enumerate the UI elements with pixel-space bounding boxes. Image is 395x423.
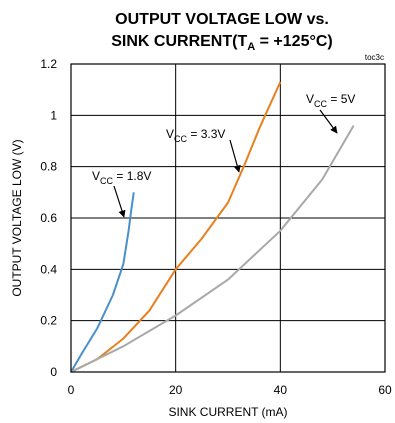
y-tick-label-4: 0.8 bbox=[40, 160, 57, 174]
series-label-vcc-1-8v: VCC = 1.8V bbox=[92, 169, 151, 186]
chart-title-line1: OUTPUT VOLTAGE LOW vs. bbox=[115, 11, 329, 28]
y-tick-label-6: 1.2 bbox=[40, 57, 57, 71]
series-layer bbox=[70, 81, 355, 373]
series-line-vcc-1-8v bbox=[70, 192, 135, 373]
series-pointer-vcc-5v bbox=[319, 109, 338, 134]
series-line-vcc-3-3v bbox=[70, 81, 282, 373]
y-tick-label-2: 0.4 bbox=[40, 262, 57, 276]
x-tick-label-3: 60 bbox=[378, 383, 392, 397]
series-pointer-vcc-3-3v bbox=[229, 139, 241, 173]
chart-title-line2: SINK CURRENT(TA = +125°C) bbox=[111, 33, 333, 53]
x-tick-label-0: 0 bbox=[68, 383, 75, 397]
series-label-vcc-3-3v: VCC = 3.3V bbox=[166, 127, 225, 144]
y-tick-label-5: 1 bbox=[50, 108, 57, 122]
figure-code: toc3c bbox=[365, 53, 384, 62]
y-tick-label-0: 0 bbox=[50, 365, 57, 379]
x-tick-label-2: 40 bbox=[274, 383, 288, 397]
y-tick-label-1: 0.2 bbox=[40, 314, 57, 328]
x-axis-label: SINK CURRENT (mA) bbox=[168, 405, 287, 419]
grid-lines bbox=[71, 64, 385, 372]
x-tick-label-1: 20 bbox=[169, 383, 183, 397]
y-axis-label: OUTPUT VOLTAGE LOW (V) bbox=[10, 139, 24, 296]
y-tick-label-3: 0.6 bbox=[40, 211, 57, 225]
annotation-layer: VCC = 1.8V VCC = 3.3V VCC = 5V bbox=[92, 92, 355, 218]
series-label-vcc-5v: VCC = 5V bbox=[306, 92, 355, 109]
series-line-vcc-5v bbox=[70, 125, 355, 373]
series-pointer-vcc-1-8v bbox=[113, 185, 126, 218]
tick-labels: 0 20 40 60 0 0.2 0.4 0.6 0.8 1 1.2 bbox=[40, 57, 392, 397]
plot-frame bbox=[70, 63, 386, 373]
